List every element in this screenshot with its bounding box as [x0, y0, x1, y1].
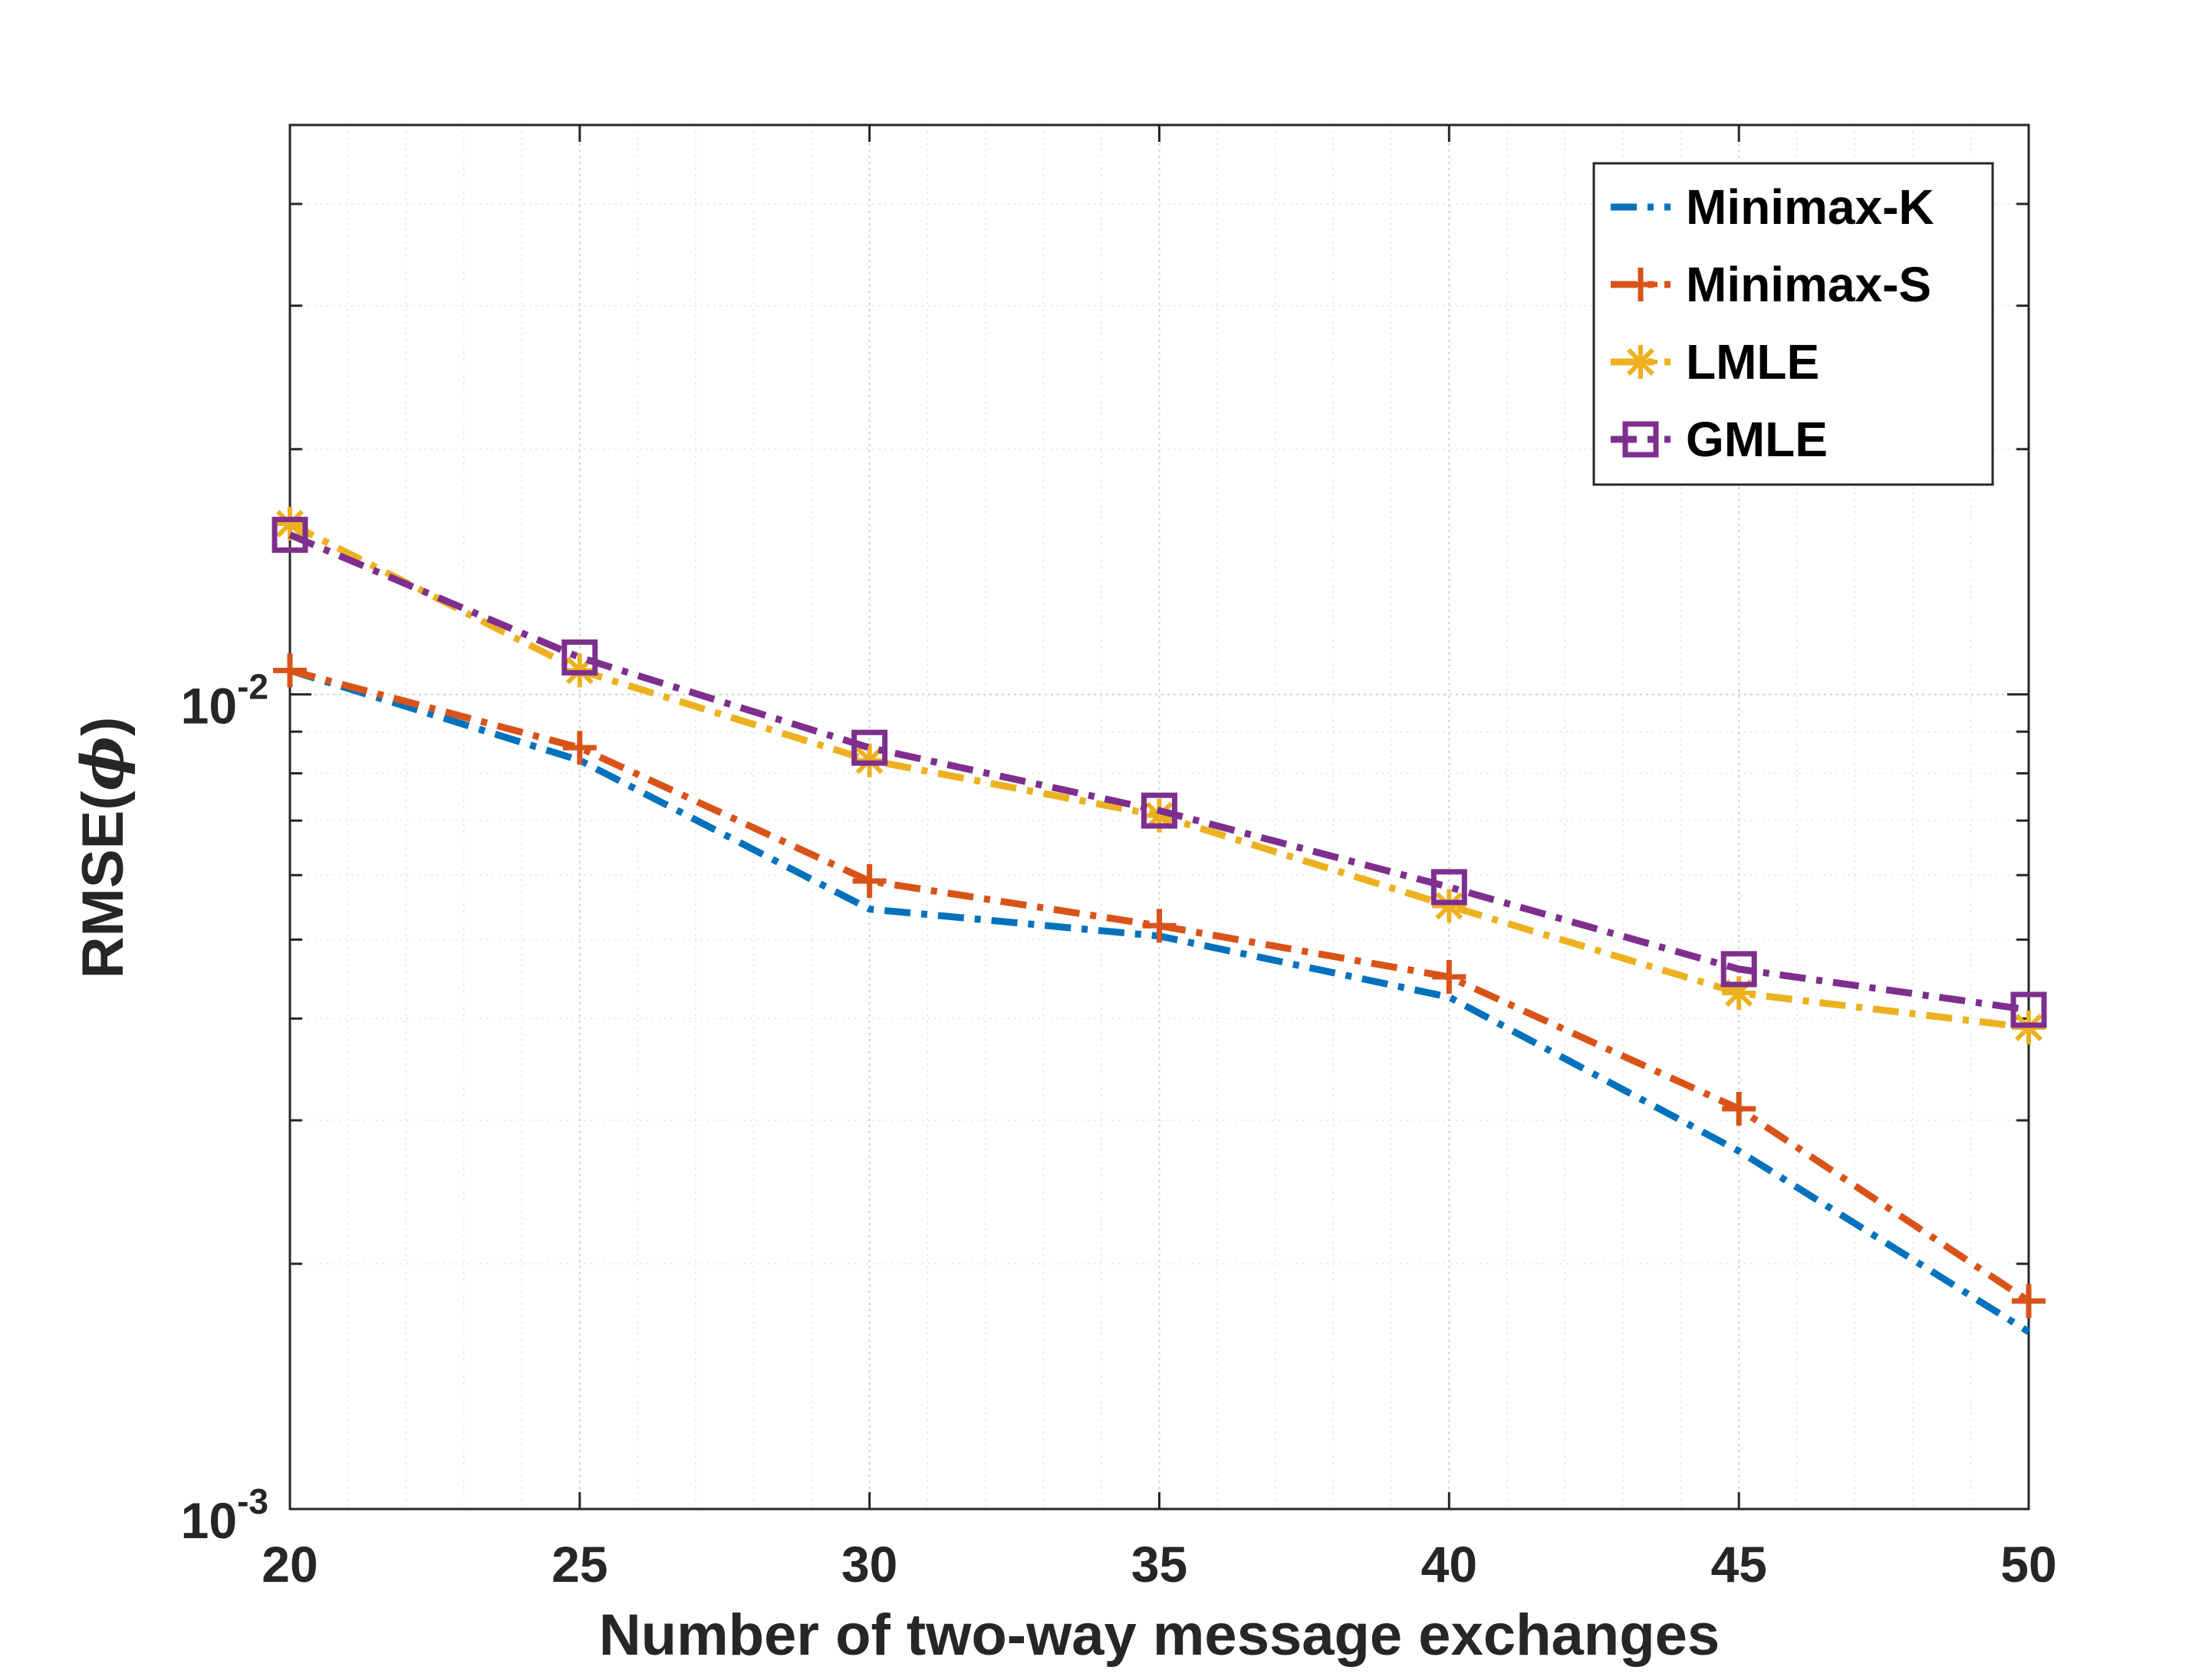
- legend-marker-lmle: [1624, 345, 1657, 379]
- data-point-gmle: [851, 729, 888, 766]
- asterisk-marker-d2: [1435, 892, 1463, 920]
- legend-entry-minimax-k: Minimax-K: [1611, 179, 1934, 235]
- y-tick-exponent: -2: [237, 667, 268, 707]
- legend: Minimax-K Minimax-S LMLE GMLE: [1592, 162, 1994, 486]
- x-tick-label: 20: [262, 1536, 318, 1593]
- series-gmle: [272, 516, 2047, 1028]
- x-tick-labels: 20 25 30 35 40 45 50: [262, 1536, 2056, 1593]
- asterisk-marker-d2: [276, 510, 304, 538]
- legend-entry-minimax-s: Minimax-S: [1611, 257, 1931, 312]
- series-minimax-s: [273, 653, 2046, 1318]
- x-tick-label: 30: [841, 1536, 897, 1593]
- x-tick-label: 50: [2000, 1536, 2056, 1593]
- data-point-minimax-s: [1722, 1091, 1756, 1126]
- legend-label-minimax-s: Minimax-S: [1686, 257, 1931, 312]
- data-point-lmle: [273, 507, 307, 541]
- asterisk-marker-d2: [855, 746, 884, 774]
- data-point-minimax-s: [852, 864, 887, 899]
- x-tick-label: 35: [1131, 1536, 1187, 1593]
- data-point-lmle: [1722, 975, 1756, 1010]
- data-point-gmle: [561, 639, 598, 676]
- legend-box: [1592, 162, 1994, 486]
- legend-marker-minimax-s: [1624, 268, 1657, 301]
- y-axis-label-prefix: RMSE(: [71, 791, 136, 979]
- y-tick-exponent: -3: [237, 1481, 268, 1521]
- y-tick-base: 10: [181, 1492, 237, 1549]
- y-tick-base: 10: [181, 678, 237, 735]
- data-point-lmle: [852, 743, 887, 778]
- x-tick-label: 25: [551, 1536, 607, 1593]
- legend-entry-lmle: LMLE: [1611, 334, 1819, 390]
- y-axis-label-symbol: ϕ: [68, 736, 137, 791]
- legend-label-lmle: LMLE: [1686, 334, 1819, 390]
- data-point-lmle: [1432, 889, 1466, 923]
- x-axis-label: Number of two-way message exchanges: [599, 1603, 1720, 1668]
- data-point-minimax-s: [2012, 1284, 2046, 1318]
- legend-marker-gmle: [1622, 421, 1659, 458]
- data-point-gmle: [272, 516, 308, 553]
- series-line-gmle: [288, 531, 2029, 1014]
- series-layer: [272, 507, 2047, 1335]
- data-point-gmle: [1430, 869, 1467, 906]
- x-tick-label: 40: [1421, 1536, 1477, 1593]
- data-point-gmle: [2010, 991, 2047, 1028]
- y-tick-labels: 10-210-3: [181, 667, 268, 1549]
- plot-area-border: [288, 123, 2030, 1511]
- legend-label-minimax-k: Minimax-K: [1686, 179, 1934, 235]
- data-point-gmle: [1720, 951, 1757, 988]
- legend-label-gmle: GMLE: [1686, 412, 1828, 467]
- data-point-minimax-s: [1432, 960, 1466, 995]
- data-point-minimax-s: [273, 653, 307, 688]
- x-tick-label: 45: [1710, 1536, 1766, 1593]
- data-point-gmle: [1141, 792, 1177, 829]
- y-axis-label-suffix: ): [71, 717, 136, 736]
- data-point-minimax-s: [1142, 909, 1177, 943]
- y-tick-label: 10-3: [181, 1481, 268, 1549]
- y-axis-label: RMSE(ϕ): [68, 717, 137, 979]
- y-tick-label: 10-2: [181, 667, 268, 735]
- legend-entry-gmle: GMLE: [1611, 412, 1828, 467]
- data-point-minimax-s: [562, 731, 597, 765]
- asterisk-marker-d2: [1627, 348, 1654, 376]
